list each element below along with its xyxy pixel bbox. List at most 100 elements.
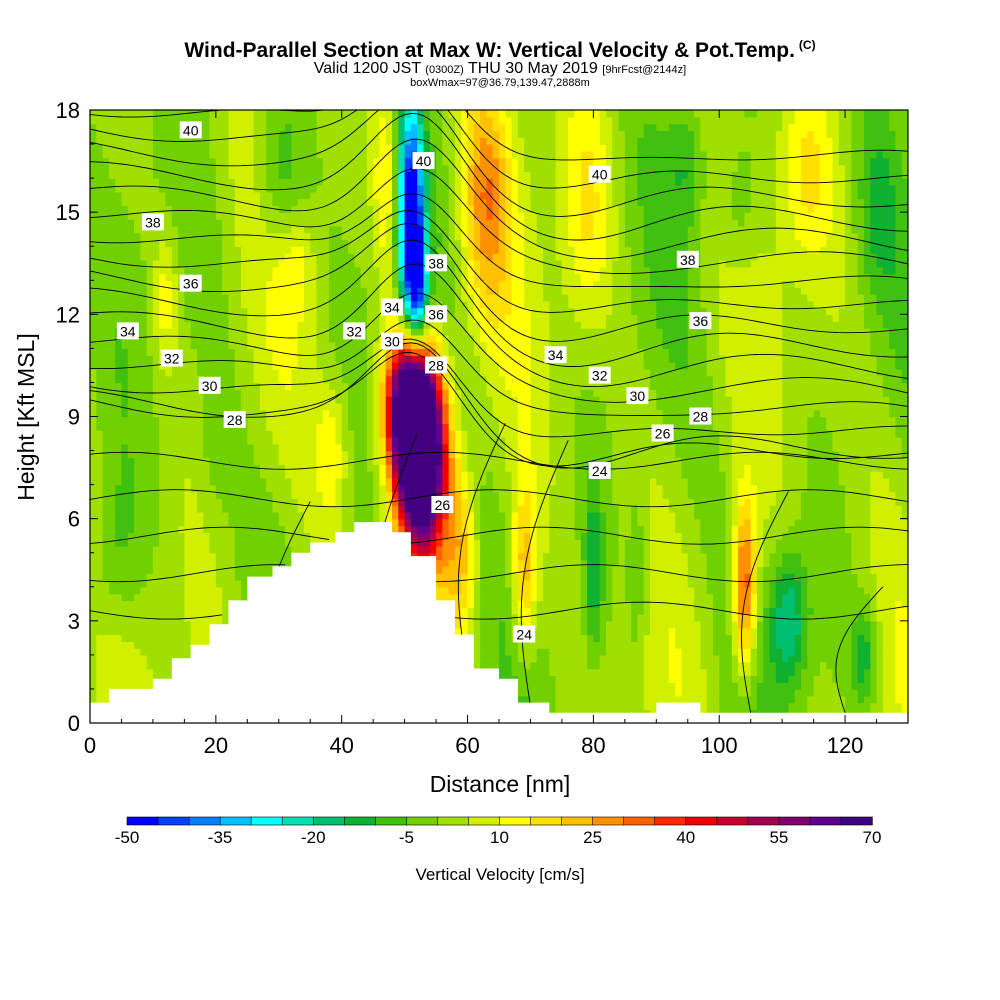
velocity-cell bbox=[121, 280, 129, 288]
velocity-cell bbox=[310, 416, 318, 425]
velocity-cell bbox=[115, 443, 123, 452]
velocity-cell bbox=[96, 327, 104, 336]
velocity-cell bbox=[190, 402, 198, 411]
velocity-cell bbox=[398, 218, 406, 227]
velocity-cell bbox=[335, 375, 343, 384]
velocity-cell bbox=[178, 566, 186, 574]
velocity-cell bbox=[417, 123, 425, 132]
velocity-cell bbox=[354, 205, 362, 213]
velocity-cell bbox=[146, 287, 154, 295]
velocity-cell bbox=[266, 218, 274, 227]
velocity-cell bbox=[272, 368, 280, 377]
velocity-cell bbox=[398, 396, 406, 404]
velocity-cell bbox=[272, 416, 280, 425]
velocity-cell bbox=[209, 396, 217, 404]
velocity-cell bbox=[266, 450, 274, 459]
velocity-cell bbox=[303, 212, 311, 220]
velocity-cell bbox=[373, 110, 381, 118]
velocity-cell bbox=[379, 477, 387, 486]
velocity-cell bbox=[190, 205, 198, 213]
velocity-cell bbox=[228, 539, 236, 547]
velocity-cell bbox=[121, 450, 129, 459]
velocity-cell bbox=[329, 300, 337, 309]
velocity-cell bbox=[115, 116, 123, 125]
velocity-cell bbox=[96, 457, 104, 465]
velocity-cell bbox=[310, 402, 318, 411]
velocity-cell bbox=[392, 150, 400, 159]
velocity-cell bbox=[108, 198, 116, 207]
velocity-cell bbox=[152, 382, 160, 390]
velocity-cell bbox=[171, 375, 179, 384]
velocity-cell bbox=[190, 191, 198, 200]
velocity-cell bbox=[178, 232, 186, 241]
velocity-cell bbox=[178, 198, 186, 207]
velocity-cell bbox=[297, 402, 305, 411]
velocity-cell bbox=[96, 225, 104, 234]
velocity-cell bbox=[203, 368, 211, 377]
velocity-cell bbox=[241, 450, 249, 459]
velocity-cell bbox=[171, 307, 179, 316]
velocity-cell bbox=[404, 430, 412, 438]
velocity-cell bbox=[335, 287, 343, 295]
velocity-cell bbox=[121, 246, 129, 254]
velocity-cell bbox=[398, 382, 406, 390]
velocity-cell bbox=[285, 232, 293, 241]
velocity-cell bbox=[310, 293, 318, 302]
velocity-cell bbox=[360, 450, 368, 459]
velocity-cell bbox=[303, 123, 311, 132]
velocity-cell bbox=[215, 246, 223, 254]
velocity-cell bbox=[398, 470, 406, 479]
velocity-cell bbox=[285, 239, 293, 247]
velocity-cell bbox=[165, 409, 173, 418]
velocity-cell bbox=[322, 484, 330, 493]
velocity-cell bbox=[96, 402, 104, 411]
velocity-cell bbox=[329, 280, 337, 288]
velocity-cell bbox=[184, 259, 192, 268]
velocity-cell bbox=[335, 280, 343, 288]
velocity-cell bbox=[316, 375, 324, 384]
velocity-cell bbox=[392, 178, 400, 186]
velocity-cell bbox=[241, 253, 249, 261]
velocity-cell bbox=[247, 280, 255, 288]
velocity-cell bbox=[303, 409, 311, 418]
velocity-cell bbox=[316, 498, 324, 506]
velocity-cell bbox=[140, 511, 148, 520]
velocity-cell bbox=[140, 266, 148, 275]
velocity-cell bbox=[159, 300, 167, 309]
velocity-cell bbox=[241, 321, 249, 329]
velocity-cell bbox=[222, 607, 230, 615]
velocity-cell bbox=[203, 450, 211, 459]
velocity-cell bbox=[410, 280, 418, 288]
velocity-cell bbox=[253, 511, 261, 520]
velocity-cell bbox=[159, 157, 167, 166]
velocity-cell bbox=[398, 259, 406, 268]
velocity-cell bbox=[196, 593, 204, 602]
velocity-cell bbox=[285, 164, 293, 172]
velocity-cell bbox=[96, 239, 104, 247]
velocity-cell bbox=[278, 239, 286, 247]
velocity-cell bbox=[159, 382, 167, 390]
velocity-cell bbox=[316, 443, 324, 452]
velocity-cell bbox=[266, 477, 274, 486]
velocity-cell bbox=[171, 491, 179, 499]
velocity-cell bbox=[285, 348, 293, 356]
velocity-cell bbox=[329, 130, 337, 138]
velocity-cell bbox=[398, 246, 406, 254]
velocity-cell bbox=[354, 443, 362, 452]
velocity-cell bbox=[272, 327, 280, 336]
velocity-cell bbox=[341, 477, 349, 486]
velocity-cell bbox=[96, 144, 104, 152]
velocity-cell bbox=[429, 300, 437, 309]
velocity-cell bbox=[366, 382, 374, 390]
velocity-cell bbox=[102, 171, 110, 179]
velocity-cell bbox=[297, 334, 305, 343]
velocity-cell bbox=[259, 110, 267, 118]
velocity-cell bbox=[366, 253, 374, 261]
velocity-cell bbox=[253, 368, 261, 377]
velocity-cell bbox=[96, 450, 104, 459]
velocity-cell bbox=[417, 212, 425, 220]
velocity-cell bbox=[291, 225, 299, 234]
velocity-cell bbox=[178, 518, 186, 527]
velocity-cell bbox=[234, 239, 242, 247]
velocity-cell bbox=[115, 198, 123, 207]
